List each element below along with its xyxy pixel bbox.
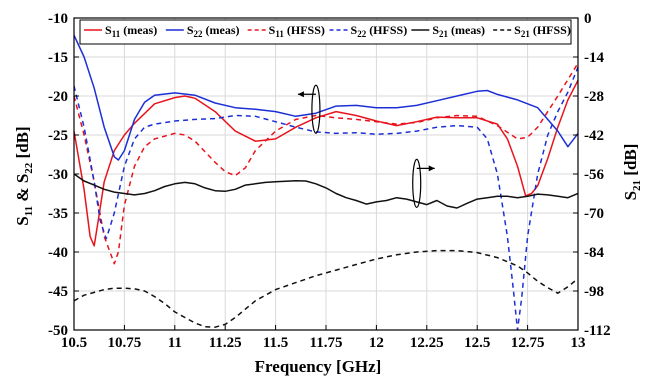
- x-axis-label: Frequency [GHz]: [255, 357, 382, 376]
- x-tick-label: 13: [571, 335, 586, 351]
- y-left-label-mid: & S: [13, 174, 32, 206]
- y-right-tick-label: -56: [584, 167, 604, 183]
- y-right-label-unit: [dB]: [621, 144, 640, 180]
- x-tick-label: 11.25: [209, 335, 242, 351]
- x-tick-label: 12.25: [410, 335, 444, 351]
- series-line-s11-meas: [74, 80, 578, 247]
- series-line-s21-meas: [74, 173, 578, 209]
- y-axis-right-label: S21 [dB]: [621, 144, 643, 201]
- y-left-tick-label: -50: [48, 323, 68, 339]
- x-tick-label: 11.75: [310, 335, 343, 351]
- x-tick-label: 10.75: [108, 335, 142, 351]
- legend-entry: S21 (meas): [432, 23, 485, 39]
- series-line-s11-hfss: [74, 62, 578, 265]
- series-layer: [74, 34, 578, 330]
- annotation-arrow-head: [428, 165, 435, 172]
- tick-layer: 10.5 10.75 11 11.25 11.5 11.75 12 12.25 12.5 12.7…: [48, 11, 611, 351]
- x-tick-label: 10.5: [61, 335, 87, 351]
- y-left-label-sub1: 11: [23, 206, 35, 216]
- y-right-tick-label: -14: [584, 50, 604, 66]
- y-axis-left-label: S11 & S22 [dB]: [13, 126, 35, 225]
- y-right-label-main: S: [621, 191, 640, 200]
- x-tick-label: 11.5: [263, 335, 288, 351]
- y-left-label-sub2: 22: [23, 162, 35, 174]
- y-left-tick-label: -35: [48, 206, 68, 222]
- y-right-label-sub: 21: [631, 180, 643, 191]
- legend-entry: S21 (HFSS): [514, 23, 571, 39]
- y-left-tick-label: -45: [48, 284, 68, 300]
- annotation-ellipse: [412, 158, 422, 208]
- legend-entry: S11 (HFSS): [269, 23, 325, 39]
- x-tick-label: 12.5: [464, 335, 490, 351]
- x-tick-label: 12.75: [511, 335, 545, 351]
- series-line-s22-meas: [74, 34, 578, 161]
- y-right-tick-label: -28: [584, 89, 604, 105]
- x-tick-label: 11: [168, 335, 182, 351]
- legend-entry: S22 (HFSS): [351, 23, 408, 39]
- y-right-tick-label: -84: [584, 245, 604, 261]
- series-line-s21-hfss: [74, 249, 578, 328]
- legend-entry: S11 (meas): [105, 23, 157, 39]
- y-right-tick-label: 0: [584, 11, 592, 27]
- y-left-label-main: S: [13, 216, 32, 225]
- y-left-tick-label: -20: [48, 89, 68, 105]
- x-tick-label: 12: [369, 335, 384, 351]
- y-right-tick-label: -42: [584, 128, 604, 144]
- annotation-arrow-head: [297, 91, 304, 98]
- y-left-tick-label: -25: [48, 128, 68, 144]
- y-right-tick-label: -98: [584, 284, 604, 300]
- y-left-tick-label: -15: [48, 50, 68, 66]
- y-left-tick-label: -30: [48, 167, 68, 183]
- y-left-tick-label: -10: [48, 11, 68, 27]
- legend-entry: S22 (meas): [187, 23, 240, 39]
- legend-box: [79, 19, 572, 45]
- y-left-tick-label: -40: [48, 245, 68, 261]
- annotation-ellipse: [311, 84, 321, 134]
- annotation-layer: [297, 84, 435, 208]
- y-left-label-unit: [dB]: [13, 126, 32, 162]
- legend: S11 (meas) S22 (meas) S11 (HFSS) S22 (HFSS)…: [79, 19, 572, 45]
- series-line-s22-hfss: [74, 66, 578, 330]
- y-right-tick-label: -112: [584, 323, 611, 339]
- y-right-tick-label: -70: [584, 206, 604, 222]
